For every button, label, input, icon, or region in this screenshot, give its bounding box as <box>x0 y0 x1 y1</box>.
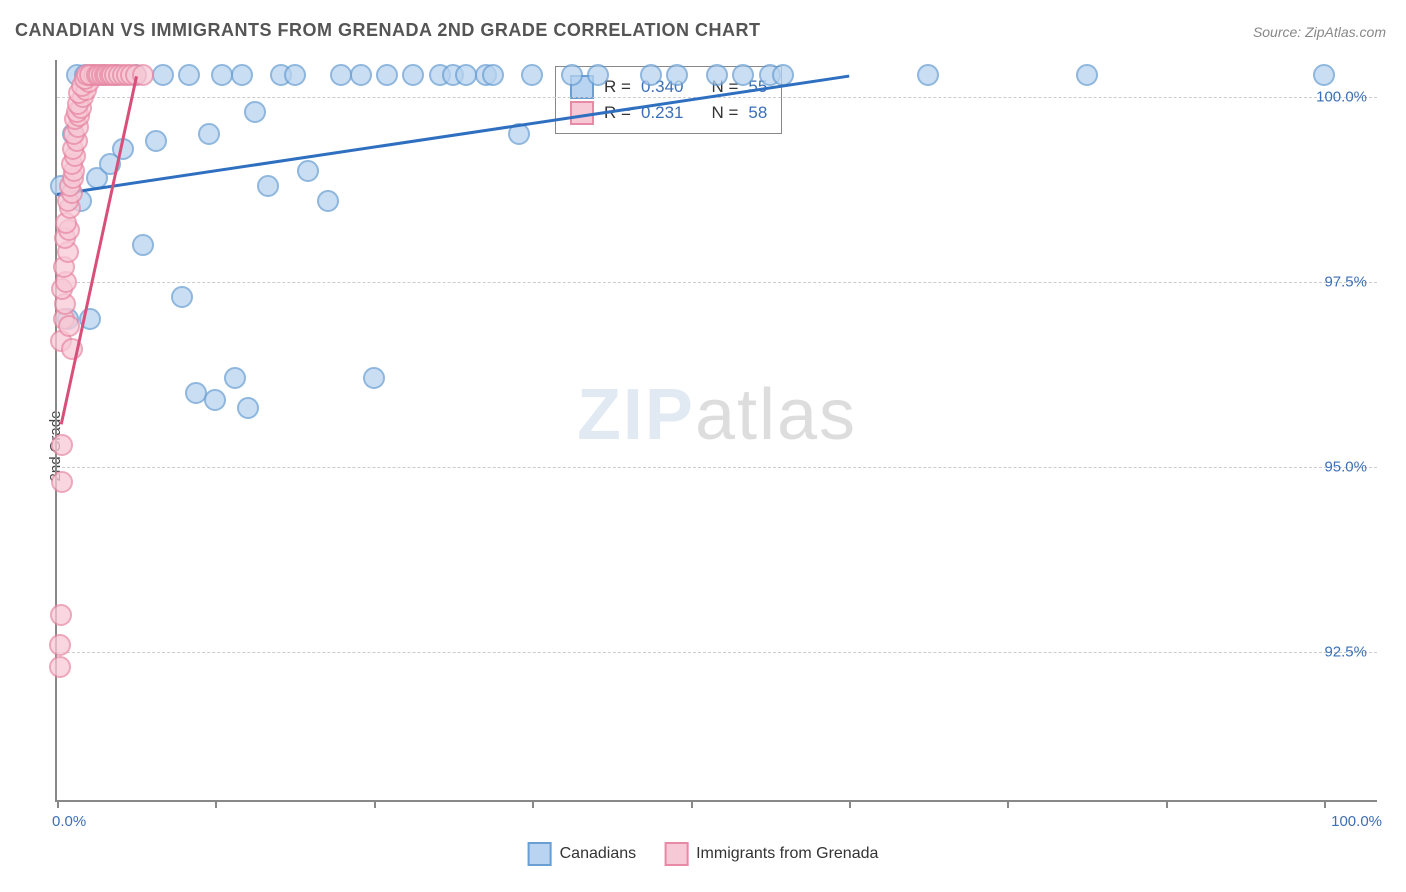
scatter-point-canadians <box>185 382 207 404</box>
x-tick-mark <box>691 800 693 808</box>
scatter-point-canadians <box>455 64 477 86</box>
plot-area: ZIPatlas R = 0.340 N = 55 R = 0.231 N = … <box>55 60 1377 802</box>
scatter-point-canadians <box>350 64 372 86</box>
legend-swatch-canadians <box>528 842 552 866</box>
y-tick-label: 95.0% <box>1324 459 1367 476</box>
legend-item-canadians: Canadians <box>528 842 637 866</box>
x-tick-mark <box>374 800 376 808</box>
scatter-point-canadians <box>224 367 246 389</box>
gridline-h <box>57 467 1377 468</box>
scatter-point-canadians <box>257 175 279 197</box>
scatter-point-canadians <box>402 64 424 86</box>
x-tick-mark <box>57 800 59 808</box>
scatter-point-canadians <box>640 64 662 86</box>
x-tick-mark <box>532 800 534 808</box>
scatter-point-canadians <box>482 64 504 86</box>
scatter-point-canadians <box>145 130 167 152</box>
x-tick-mark <box>1324 800 1326 808</box>
scatter-point-canadians <box>706 64 728 86</box>
scatter-point-canadians <box>198 123 220 145</box>
legend-label-canadians: Canadians <box>560 845 637 863</box>
trend-line-canadians <box>57 75 849 196</box>
legend-item-grenada: Immigrants from Grenada <box>664 842 878 866</box>
legend-swatch-grenada <box>664 842 688 866</box>
scatter-point-canadians <box>152 64 174 86</box>
scatter-point-canadians <box>317 190 339 212</box>
scatter-point-canadians <box>521 64 543 86</box>
x-tick-mark <box>1007 800 1009 808</box>
r-prefix: R = <box>604 77 631 97</box>
y-tick-label: 100.0% <box>1316 89 1367 106</box>
scatter-point-canadians <box>363 367 385 389</box>
n-prefix: N = <box>711 103 738 123</box>
scatter-point-canadians <box>284 64 306 86</box>
scatter-point-canadians <box>1076 64 1098 86</box>
scatter-point-canadians <box>211 64 233 86</box>
scatter-point-canadians <box>171 286 193 308</box>
legend-label-grenada: Immigrants from Grenada <box>696 845 878 863</box>
scatter-point-canadians <box>330 64 352 86</box>
scatter-point-grenada <box>50 604 72 626</box>
x-tick-mark <box>215 800 217 808</box>
y-tick-label: 97.5% <box>1324 274 1367 291</box>
scatter-point-canadians <box>561 64 583 86</box>
gridline-h <box>57 97 1377 98</box>
scatter-point-canadians <box>244 101 266 123</box>
x-tick-mark <box>1166 800 1168 808</box>
scatter-point-canadians <box>917 64 939 86</box>
source-attribution: Source: ZipAtlas.com <box>1253 24 1386 40</box>
chart-container: CANADIAN VS IMMIGRANTS FROM GRENADA 2ND … <box>0 0 1406 892</box>
gridline-h <box>57 282 1377 283</box>
scatter-point-grenada <box>58 315 80 337</box>
watermark-atlas: atlas <box>695 375 857 455</box>
x-axis-min-label: 0.0% <box>52 813 86 830</box>
y-tick-label: 92.5% <box>1324 644 1367 661</box>
watermark-zip: ZIP <box>577 375 695 455</box>
scatter-point-canadians <box>204 389 226 411</box>
bottom-legend: Canadians Immigrants from Grenada <box>528 842 879 866</box>
n-value-grenada: 58 <box>748 103 767 123</box>
scatter-point-canadians <box>237 397 259 419</box>
scatter-point-canadians <box>231 64 253 86</box>
scatter-point-canadians <box>376 64 398 86</box>
x-axis-max-label: 100.0% <box>1331 813 1382 830</box>
scatter-point-grenada <box>51 471 73 493</box>
scatter-point-grenada <box>49 634 71 656</box>
scatter-point-canadians <box>666 64 688 86</box>
scatter-point-canadians <box>297 160 319 182</box>
scatter-point-canadians <box>1313 64 1335 86</box>
scatter-point-grenada <box>51 434 73 456</box>
scatter-point-canadians <box>132 234 154 256</box>
scatter-point-canadians <box>178 64 200 86</box>
watermark: ZIPatlas <box>577 374 857 456</box>
chart-title: CANADIAN VS IMMIGRANTS FROM GRENADA 2ND … <box>15 20 761 41</box>
gridline-h <box>57 652 1377 653</box>
scatter-point-grenada <box>49 656 71 678</box>
scatter-point-canadians <box>587 64 609 86</box>
x-tick-mark <box>849 800 851 808</box>
scatter-point-canadians <box>732 64 754 86</box>
